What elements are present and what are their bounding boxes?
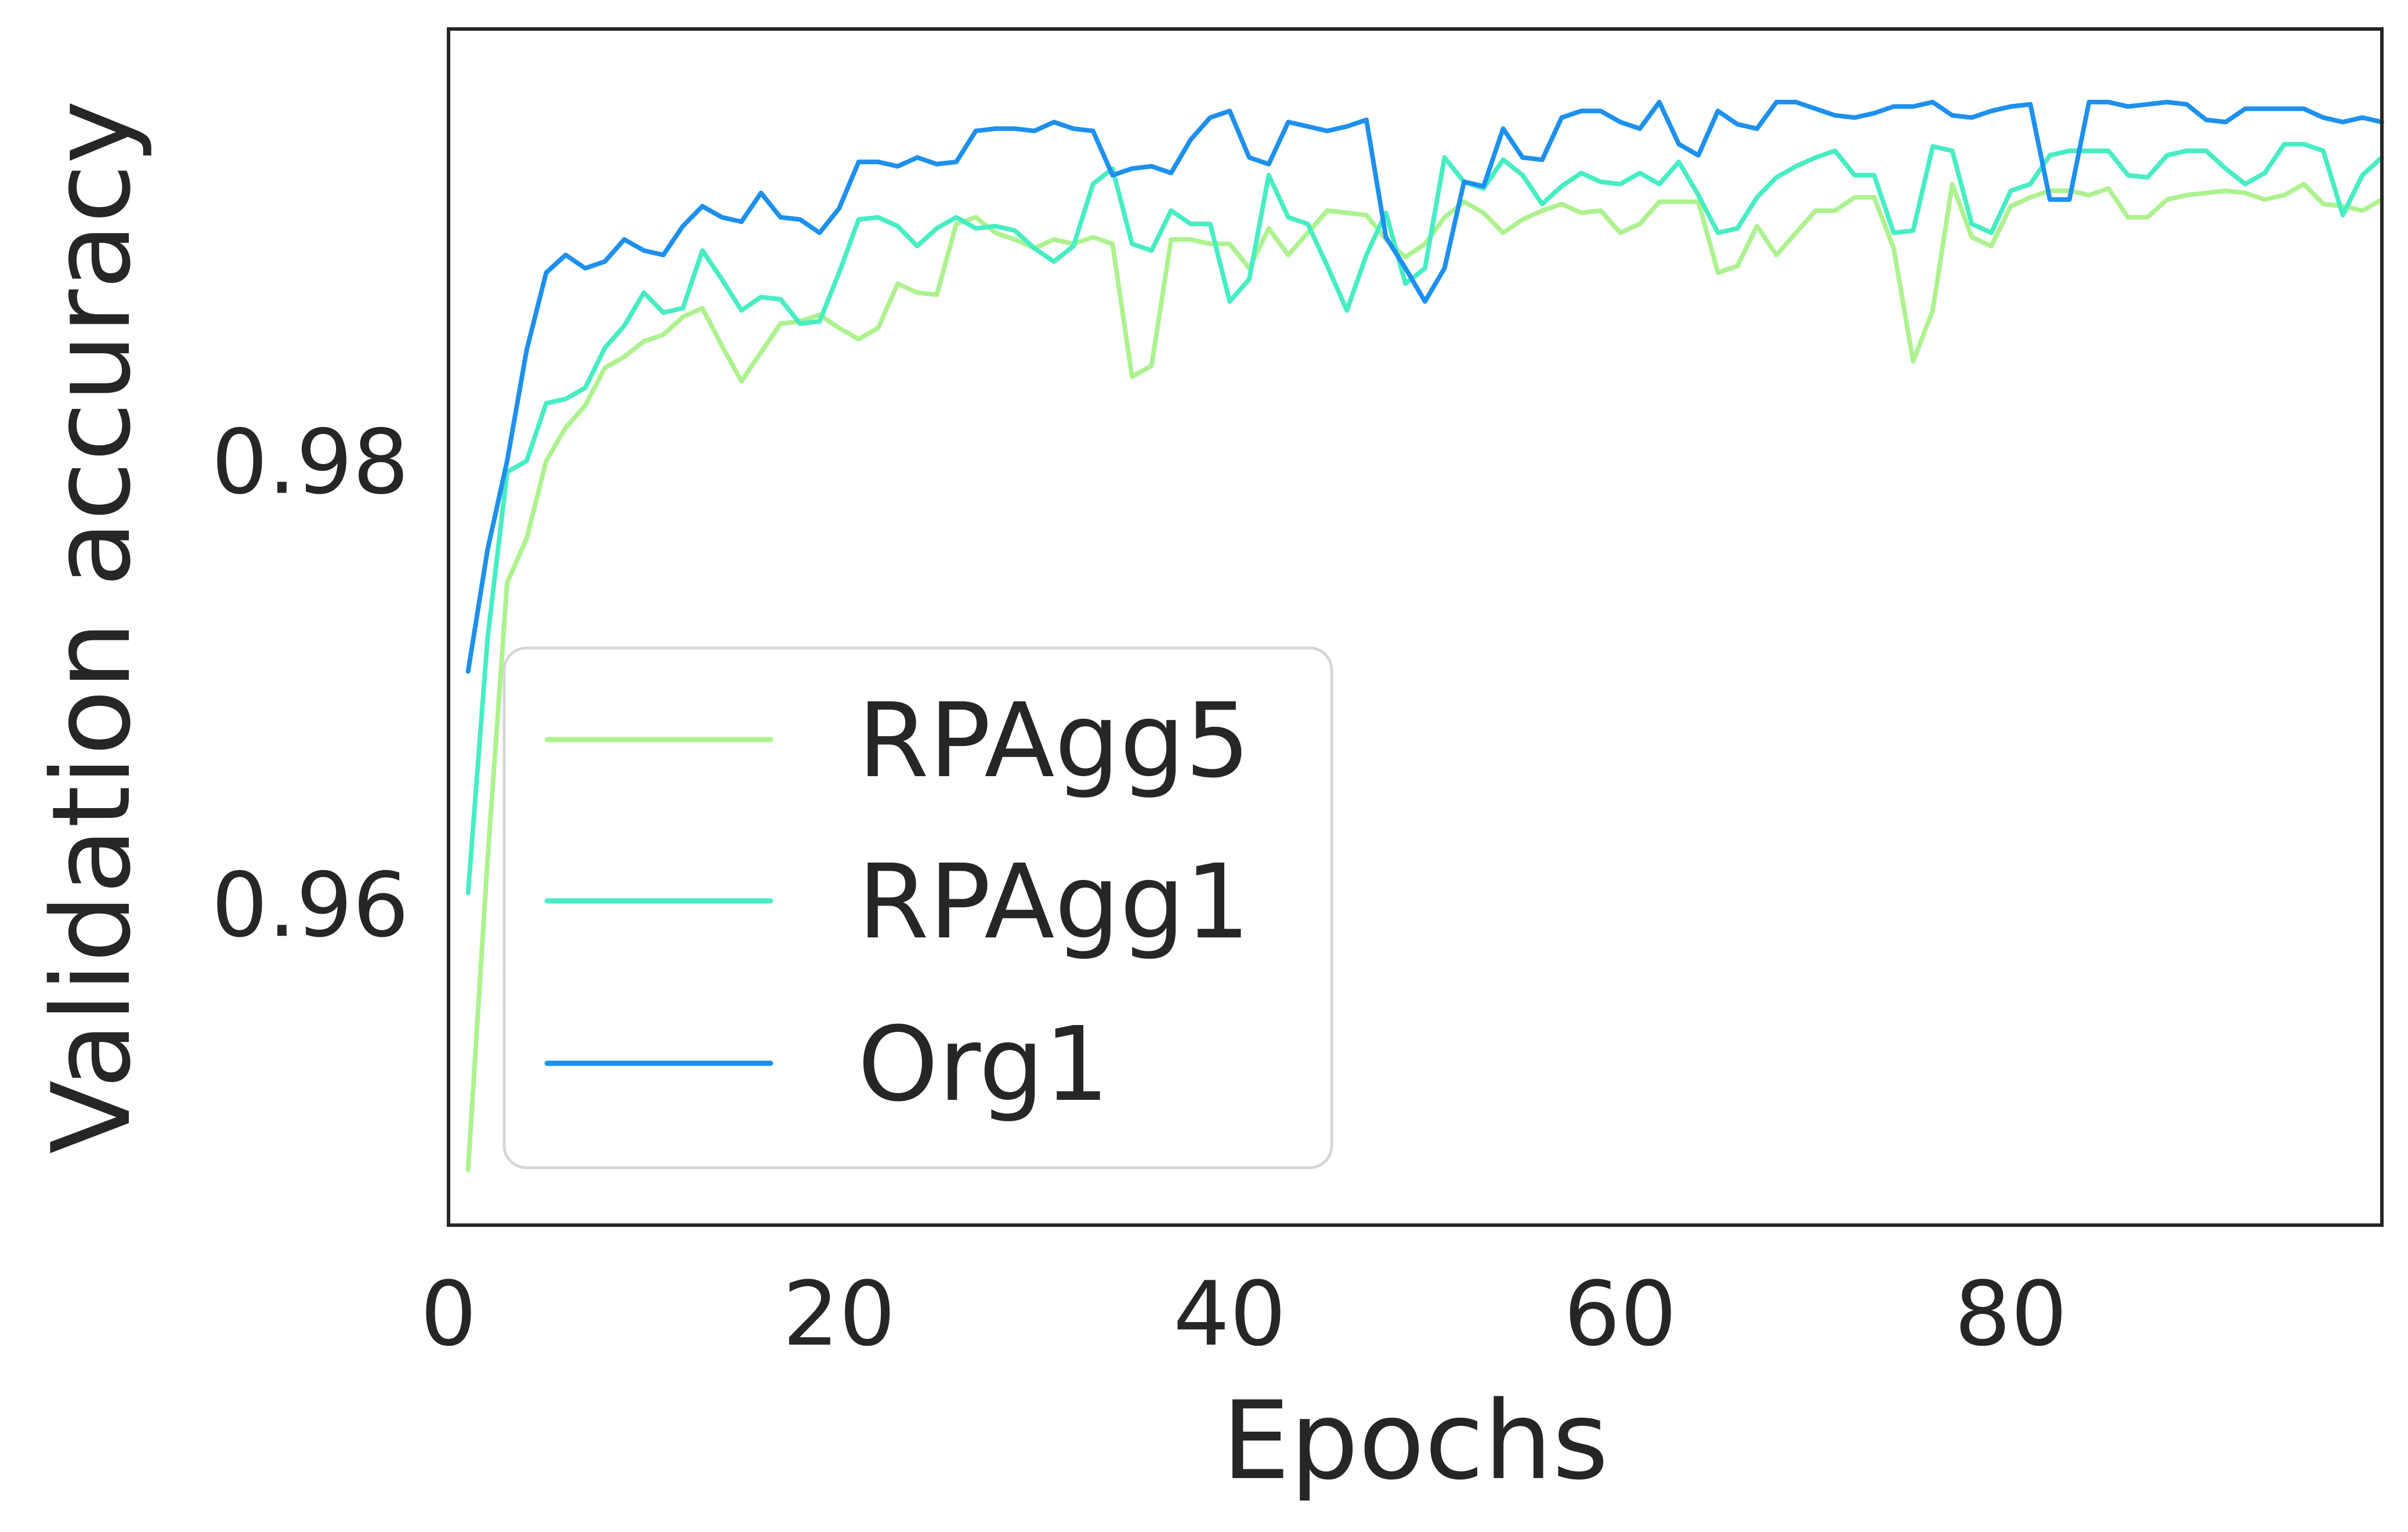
- series-line-rpagg1: [465, 142, 2384, 896]
- x-tick-label: 40: [1173, 1263, 1286, 1366]
- x-tick-label: 20: [783, 1263, 896, 1366]
- x-tick-labels: 0 20 40 60 80: [420, 1263, 2067, 1366]
- series-line-org1: [465, 100, 2384, 674]
- x-tick-label: 80: [1954, 1263, 2067, 1366]
- legend: RPAgg5 RPAgg1 Org1: [502, 646, 1333, 1169]
- legend-label-rpagg5: RPAgg5: [858, 681, 1250, 801]
- y-tick-label: 0.98: [211, 411, 409, 515]
- series-layer: [465, 100, 2384, 1172]
- x-tick-label: 0: [420, 1263, 476, 1366]
- legend-frame: [502, 646, 1333, 1169]
- legend-label-org1: Org1: [858, 1005, 1109, 1124]
- plot-frame: [447, 27, 2384, 1227]
- series-line-rpagg5: [465, 182, 2384, 1172]
- y-axis-label: Validation accuracy: [28, 100, 154, 1154]
- x-axis-label: Epochs: [1222, 1378, 1608, 1504]
- legend-label-rpagg1: RPAgg1: [858, 842, 1250, 962]
- y-tick-label: 0.96: [211, 854, 409, 957]
- y-tick-labels: 0.96 0.98: [211, 411, 409, 958]
- x-tick-label: 60: [1564, 1263, 1677, 1366]
